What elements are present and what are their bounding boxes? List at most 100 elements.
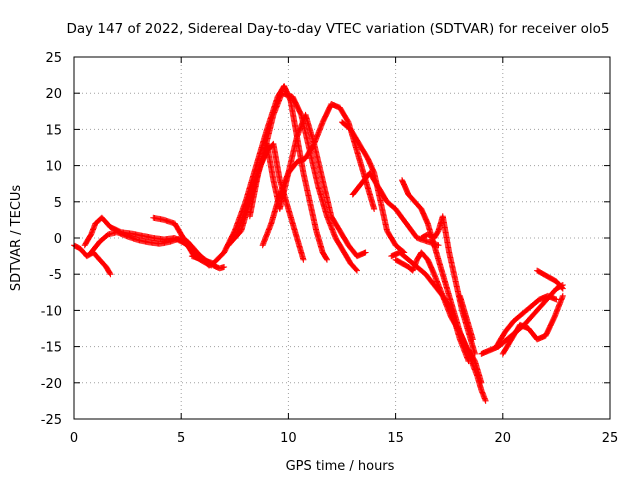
point-run-15-1 xyxy=(461,308,472,327)
point-run-9-1 xyxy=(348,127,362,146)
point-run-13-11 xyxy=(472,359,485,385)
y-tick-label-4: -5 xyxy=(49,268,62,283)
point-run-10-0 xyxy=(350,181,364,197)
point-run-2-3 xyxy=(115,229,130,240)
point-run-15-0 xyxy=(457,294,467,313)
data-points xyxy=(71,82,566,404)
point-run-7-5 xyxy=(285,134,300,175)
point-run-5-12 xyxy=(341,250,353,266)
point-run-6-12 xyxy=(362,178,377,211)
y-tick-label-1: -20 xyxy=(41,377,62,392)
point-run-12-3 xyxy=(414,264,428,277)
point-run-2-1 xyxy=(97,232,111,244)
x-tick-label-0: 0 xyxy=(70,431,78,446)
series-track-16 xyxy=(456,292,476,343)
series-track-1 xyxy=(71,242,114,278)
point-run-11-5 xyxy=(419,250,430,262)
point-run-18-5 xyxy=(543,315,557,338)
point-run-5-13 xyxy=(348,261,360,273)
chart-title: Day 147 of 2022, Sidereal Day-to-day VTE… xyxy=(66,21,609,37)
point-run-10-2 xyxy=(367,170,381,190)
x-tick-label-3: 15 xyxy=(387,431,404,446)
point-run-7-13 xyxy=(355,249,368,259)
point-run-11-13 xyxy=(478,388,489,403)
y-tick-label-6: 5 xyxy=(54,196,62,211)
point-run-8-7 xyxy=(285,207,300,240)
point-run-9-6 xyxy=(384,228,398,248)
point-run-9-3 xyxy=(365,156,377,175)
series-track-18 xyxy=(493,292,560,350)
point-run-18-1 xyxy=(509,322,523,342)
series-track-5 xyxy=(188,82,330,267)
point-run-19-0 xyxy=(535,268,546,277)
point-run-1-3 xyxy=(99,215,113,230)
point-run-12-8 xyxy=(457,337,472,363)
point-run-10-5 xyxy=(393,207,409,226)
point-run-11-6 xyxy=(425,257,437,277)
point-run-13-2 xyxy=(412,199,424,212)
point-run-0-0 xyxy=(72,242,83,252)
series-track-14 xyxy=(399,177,485,386)
point-run-13-3 xyxy=(418,207,431,226)
point-run-13-0 xyxy=(399,178,411,197)
point-run-6-4 xyxy=(295,155,308,165)
point-run-9-7 xyxy=(393,243,407,255)
point-run-1-1 xyxy=(88,221,98,237)
point-run-10-4 xyxy=(384,199,398,212)
point-run-8-1 xyxy=(240,185,255,219)
point-run-12-4 xyxy=(423,272,437,288)
point-run-13-10 xyxy=(464,344,478,363)
point-run-6-9 xyxy=(337,105,351,125)
x-tick-label-2: 10 xyxy=(280,431,297,446)
point-run-7-11 xyxy=(337,228,351,248)
point-run-0-5 xyxy=(103,264,113,277)
y-tick-label-2: -15 xyxy=(41,341,62,356)
point-run-5-6 xyxy=(290,94,304,117)
point-run-3-0 xyxy=(151,214,166,223)
point-run-6-7 xyxy=(320,102,334,125)
point-run-4-15 xyxy=(320,250,330,262)
point-run-12-5 xyxy=(431,283,445,298)
point-run-5-5 xyxy=(280,90,295,100)
point-run-7-8 xyxy=(311,142,326,182)
point-run-11-1 xyxy=(400,260,411,270)
point-run-14-4 xyxy=(439,214,452,255)
point-run-14-2 xyxy=(431,228,441,240)
point-run-17-4 xyxy=(528,297,542,309)
y-tick-label-9: 20 xyxy=(45,87,62,102)
point-run-5-10 xyxy=(324,214,339,240)
point-run-18-6 xyxy=(551,294,566,320)
point-run-13-8 xyxy=(450,308,463,334)
point-run-13-7 xyxy=(444,286,457,313)
point-run-18-0 xyxy=(500,337,514,356)
y-tick-label-3: -10 xyxy=(41,304,62,319)
point-run-4-0 xyxy=(190,253,205,263)
point-run-7-12 xyxy=(346,243,360,259)
point-run-17-2 xyxy=(511,311,525,324)
point-run-16-0 xyxy=(479,347,492,357)
point-run-4-2 xyxy=(211,250,227,266)
series-track-19 xyxy=(499,292,566,357)
point-run-11-0 xyxy=(393,257,404,266)
point-run-2-7 xyxy=(157,238,173,247)
point-run-2-15 xyxy=(217,264,227,272)
point-run-10-6 xyxy=(404,221,420,240)
point-run-19-3 xyxy=(554,279,566,291)
point-run-17-6 xyxy=(545,293,559,303)
point-run-8-8 xyxy=(294,236,307,262)
y-tick-label-8: 15 xyxy=(45,123,62,138)
x-tick-label-1: 5 xyxy=(177,431,185,446)
point-run-2-11 xyxy=(191,246,203,259)
point-run-7-9 xyxy=(320,178,334,219)
x-axis-label: GPS time / hours xyxy=(286,459,395,474)
point-run-15-2 xyxy=(465,323,476,342)
point-run-2-0 xyxy=(88,239,102,255)
point-run-8-6 xyxy=(277,178,292,211)
point-run-5-11 xyxy=(333,236,347,255)
series-track-10 xyxy=(339,119,408,256)
point-run-8-5 xyxy=(270,142,283,182)
point-run-0-4 xyxy=(97,257,109,270)
x-tick-label-5: 25 xyxy=(602,431,619,446)
series-track-7 xyxy=(259,101,378,249)
point-run-16-7 xyxy=(534,301,546,313)
